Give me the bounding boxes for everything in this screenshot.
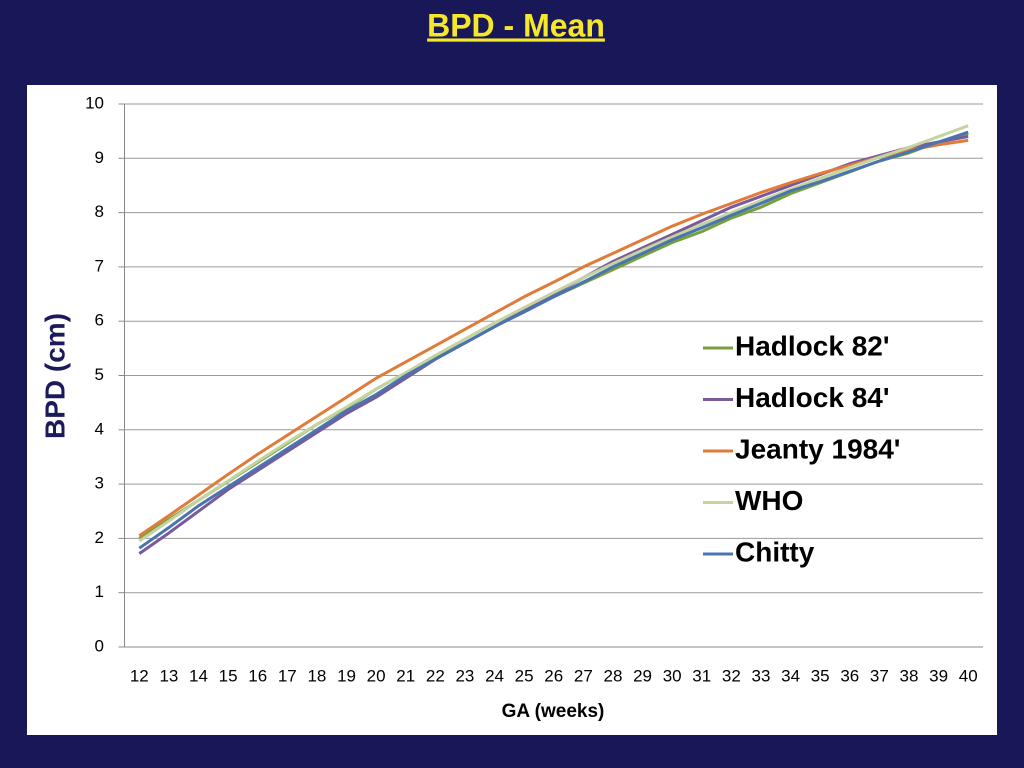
series-line	[138, 130, 969, 550]
chart-area	[27, 85, 997, 735]
x-tick-label: 13	[159, 666, 178, 685]
chart-title: BPD - Mean	[427, 7, 605, 43]
x-axis-label: GA (weeks)	[502, 701, 605, 722]
x-tick-label: 17	[278, 666, 297, 685]
x-tick-label: 14	[189, 666, 208, 685]
y-tick-label: 6	[95, 311, 104, 330]
y-tick-label: 7	[95, 256, 104, 275]
legend-label: Jeanty 1984'	[735, 433, 900, 464]
legend-label: Hadlock 84'	[735, 382, 890, 413]
x-tick-label: 31	[692, 666, 711, 685]
y-tick-label: 3	[95, 474, 104, 493]
x-tick-label: 25	[515, 666, 534, 685]
x-tick-label: 34	[781, 666, 800, 685]
x-tick-label: 21	[396, 666, 415, 685]
x-tick-label: 28	[603, 666, 622, 685]
x-tick-label: 26	[544, 666, 563, 685]
x-tick-label: 12	[130, 666, 149, 685]
x-tick-label: 24	[485, 666, 504, 685]
x-tick-label: 18	[307, 666, 326, 685]
y-tick-label: 8	[95, 202, 104, 221]
x-tick-label: 27	[574, 666, 593, 685]
x-tick-label: 33	[752, 666, 771, 685]
x-tick-label: 39	[929, 666, 948, 685]
y-tick-label: 2	[95, 528, 104, 547]
x-tick-label: 32	[722, 666, 741, 685]
x-tick-label: 15	[219, 666, 238, 685]
y-tick-label: 10	[85, 93, 104, 112]
legend-label: Chitty	[735, 536, 815, 567]
x-tick-label: 29	[633, 666, 652, 685]
x-tick-label: 35	[811, 666, 830, 685]
y-tick-label: 9	[95, 148, 104, 167]
x-tick-label: 20	[367, 666, 386, 685]
y-tick-label: 0	[95, 636, 104, 655]
legend-label: Hadlock 82'	[735, 330, 890, 361]
y-tick-label: 5	[95, 365, 104, 384]
legend-label: WHO	[735, 485, 803, 516]
y-axis-label: BPD (cm)	[39, 313, 70, 439]
x-tick-label: 38	[900, 666, 919, 685]
x-tick-label: 37	[870, 666, 889, 685]
x-tick-label: 19	[337, 666, 356, 685]
series-line	[138, 124, 969, 543]
series-line	[138, 138, 969, 537]
x-tick-label: 16	[248, 666, 267, 685]
x-tick-label: 40	[959, 666, 978, 685]
y-tick-label: 1	[95, 582, 104, 601]
x-tick-label: 23	[455, 666, 474, 685]
y-tick-label: 4	[95, 419, 104, 438]
x-tick-label: 30	[663, 666, 682, 685]
x-tick-label: 36	[840, 666, 859, 685]
x-tick-label: 22	[426, 666, 445, 685]
